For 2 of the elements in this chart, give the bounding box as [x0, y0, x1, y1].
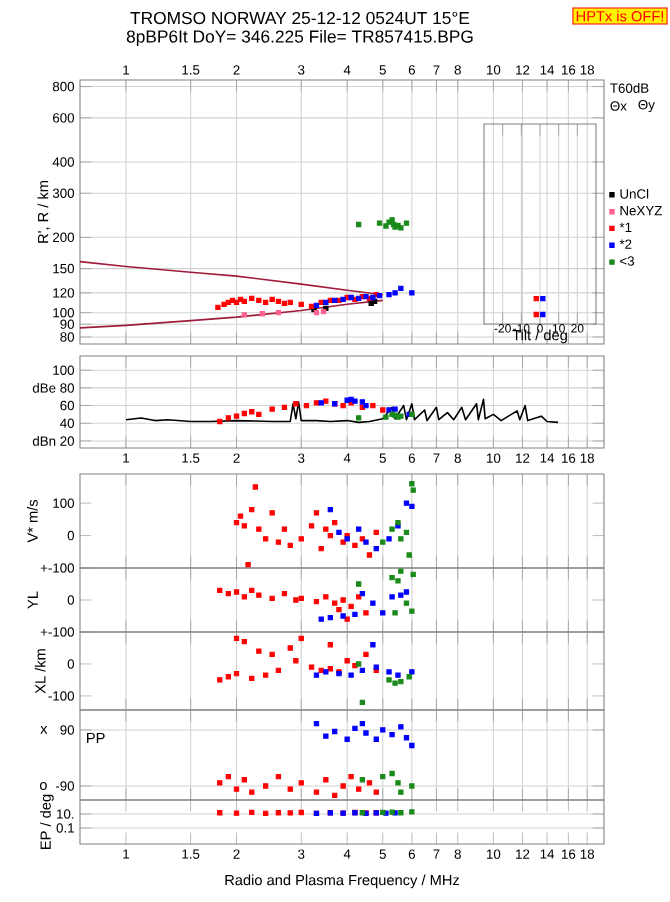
chart-subtitle: 8pBP6It DoY= 346.225 File= TR857415.BPG: [126, 29, 473, 47]
chart-title: TROMSO NORWAY 25-12-12 0524UT 15°E: [130, 11, 469, 25]
